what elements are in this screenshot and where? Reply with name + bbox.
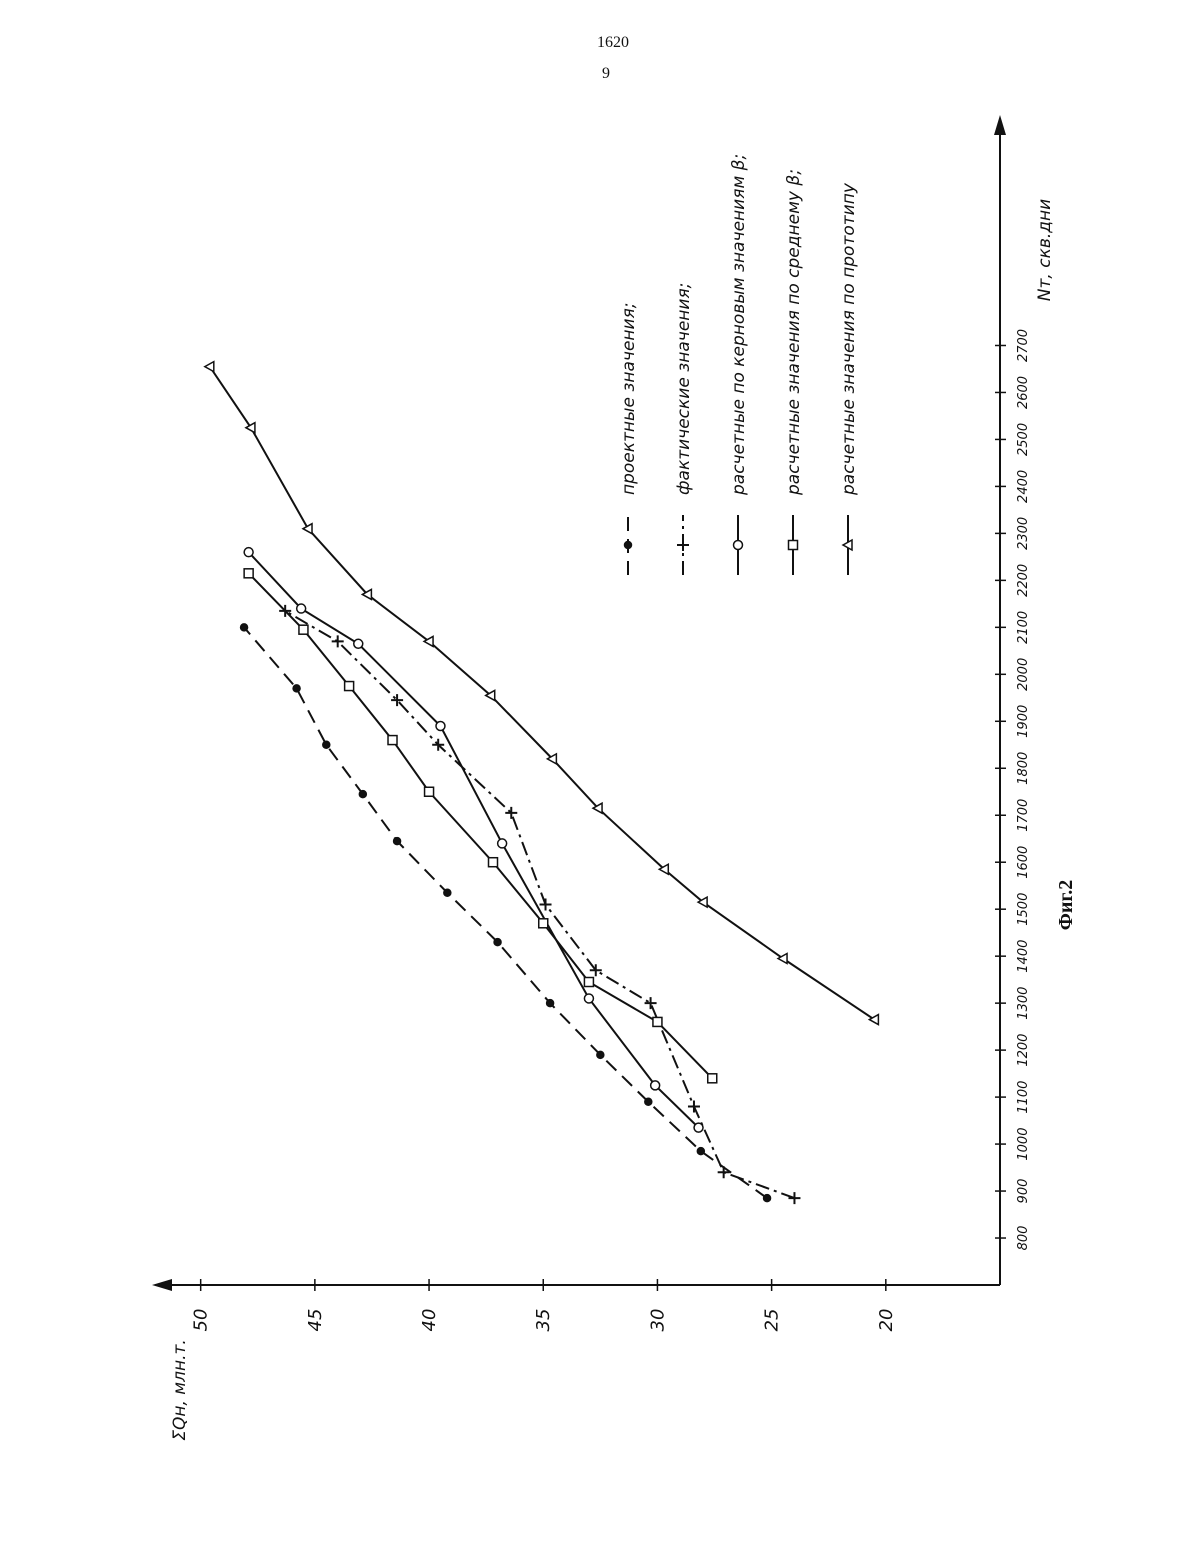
y-axis-label: ΣQн, млн.т. (170, 1339, 190, 1441)
data-point (394, 838, 401, 845)
data-point (653, 1017, 662, 1026)
data-point (584, 978, 593, 987)
x-tick-label: 1500 (1016, 893, 1031, 926)
y-tick-label: 30 (647, 1309, 668, 1332)
data-point (718, 1166, 730, 1178)
x-tick-label: 2100 (1016, 611, 1031, 644)
data-point (651, 1081, 660, 1090)
data-point (489, 858, 498, 867)
page: 1620 9 Фиг.2 Nт, скв.дни ΣQн, млн.т. 800… (0, 0, 1203, 1556)
x-tick-label: 2300 (1016, 517, 1031, 550)
data-point (597, 1051, 604, 1058)
data-point (539, 919, 548, 928)
column-number: 9 (602, 65, 610, 82)
legend-marker (625, 542, 632, 549)
legend-label: расчетные значения по среднему β; (784, 169, 804, 496)
x-tick-label: 1100 (1016, 1081, 1031, 1114)
legend-marker (677, 539, 689, 551)
x-tick-label: 1400 (1016, 940, 1031, 973)
series-line (244, 627, 767, 1198)
x-tick-label: 1700 (1016, 799, 1031, 832)
x-tick-label: 800 (1016, 1226, 1031, 1251)
figure-caption: Фиг.2 (1055, 880, 1077, 931)
x-tick-label: 1300 (1016, 987, 1031, 1020)
data-point (241, 624, 248, 631)
data-point (494, 939, 501, 946)
x-tick-label: 2400 (1016, 470, 1031, 503)
y-tick-label: 45 (305, 1309, 326, 1332)
x-tick-label: 1000 (1016, 1128, 1031, 1161)
data-point (246, 423, 255, 433)
x-tick-label: 1600 (1016, 846, 1031, 879)
data-point (359, 791, 366, 798)
legend-label: фактические значения; (674, 283, 694, 495)
data-point (688, 1100, 700, 1112)
y-axis-arrow (152, 1279, 172, 1291)
series-line (249, 573, 713, 1078)
data-point (547, 1000, 554, 1007)
data-point (297, 604, 306, 613)
data-point (299, 625, 308, 634)
data-point (708, 1074, 717, 1083)
x-tick-label: 2700 (1016, 329, 1031, 362)
x-axis-label: Nт, скв.дни (1035, 199, 1055, 301)
y-tick-label: 25 (762, 1309, 783, 1332)
data-point (444, 889, 451, 896)
legend-marker (789, 541, 798, 550)
legend-marker (734, 541, 743, 550)
data-point (354, 639, 363, 648)
data-point (505, 807, 517, 819)
x-tick-label: 1900 (1016, 705, 1031, 738)
data-point (764, 1195, 771, 1202)
x-tick-label: 2000 (1016, 658, 1031, 691)
data-point (645, 1098, 652, 1105)
data-point (323, 741, 330, 748)
x-tick-label: 2600 (1016, 376, 1031, 409)
data-point (388, 736, 397, 745)
y-tick-label: 50 (191, 1309, 212, 1332)
legend-label: расчетные по керновым значениям β; (729, 154, 749, 496)
data-point (788, 1192, 800, 1204)
legend-label: проектные значения; (619, 302, 639, 495)
y-tick-label: 20 (876, 1309, 897, 1332)
page-number: 1620 (597, 34, 629, 51)
x-tick-label: 900 (1016, 1179, 1031, 1204)
data-point (303, 524, 312, 534)
x-tick-label: 1200 (1016, 1034, 1031, 1067)
y-tick-label: 40 (419, 1309, 440, 1332)
legend-label: расчетные значения по прототипу (839, 182, 859, 496)
data-point (540, 898, 552, 910)
data-point (425, 787, 434, 796)
data-point (293, 685, 300, 692)
data-point (498, 839, 507, 848)
data-point (345, 682, 354, 691)
data-point (584, 994, 593, 1003)
data-point (244, 569, 253, 578)
x-tick-label: 2200 (1016, 564, 1031, 597)
data-point (694, 1123, 703, 1132)
x-axis-arrow (994, 115, 1006, 135)
x-tick-label: 2500 (1016, 423, 1031, 456)
data-point (645, 997, 657, 1009)
data-point (436, 721, 445, 730)
y-tick-label: 35 (533, 1309, 554, 1332)
data-point (697, 1148, 704, 1155)
data-point (244, 548, 253, 557)
x-tick-label: 1800 (1016, 752, 1031, 785)
data-point (205, 362, 214, 372)
